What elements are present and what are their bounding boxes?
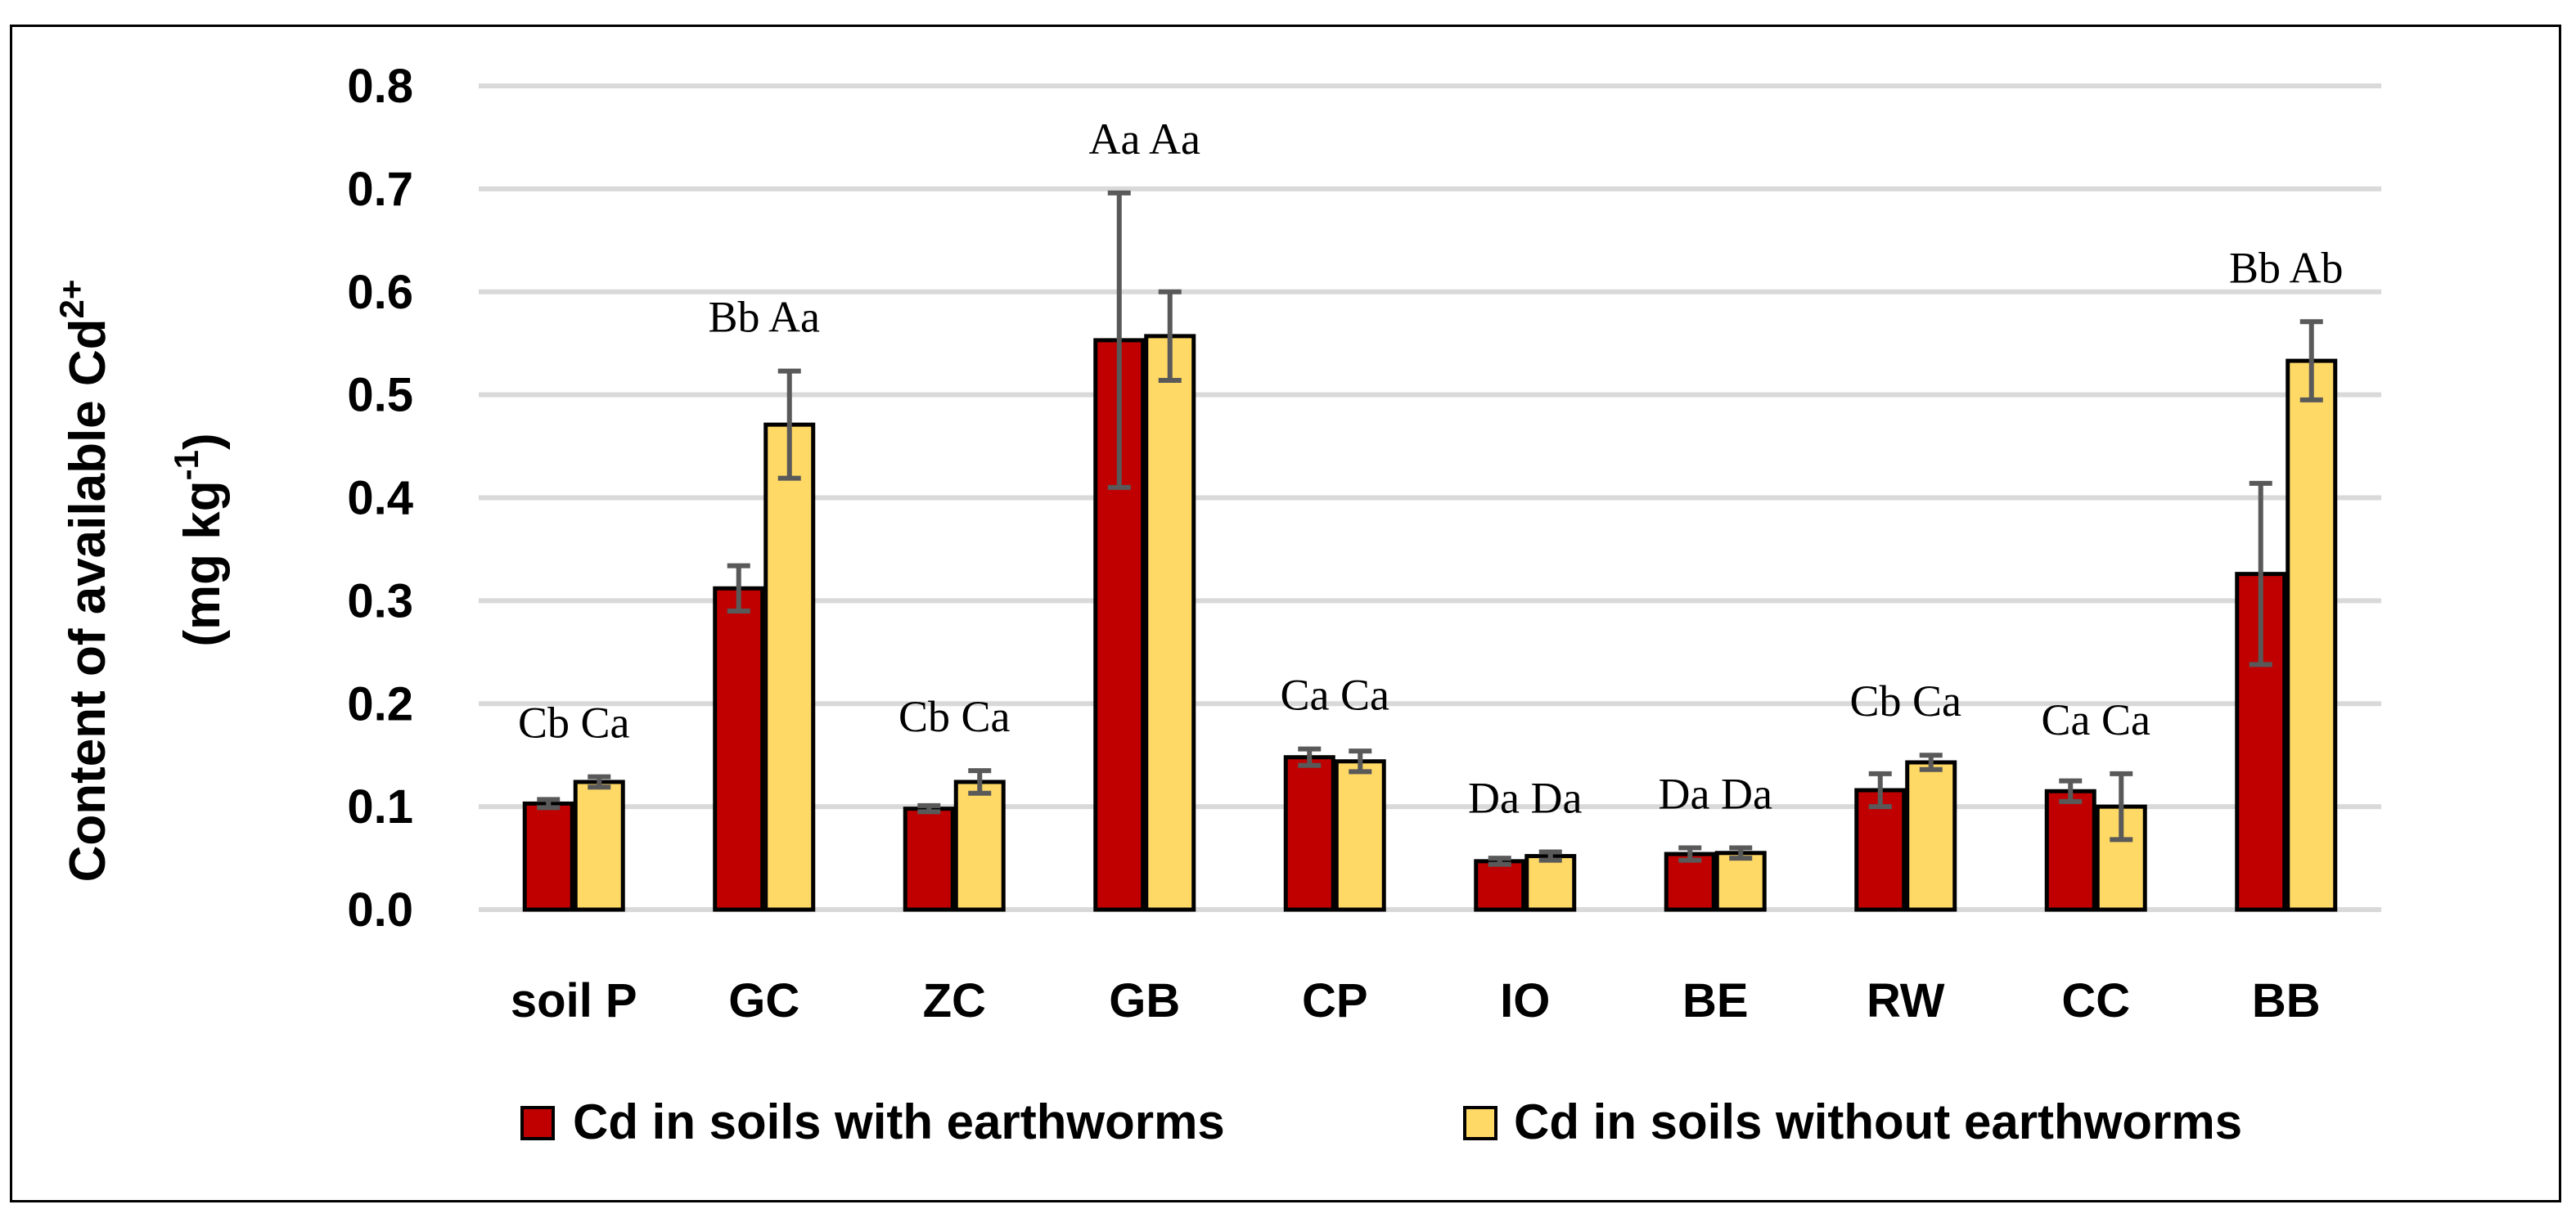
bar-gc-with (713, 586, 765, 912)
category-label: BB (2252, 974, 2321, 1027)
y-tick-label: 0.0 (347, 883, 413, 937)
category-label: IO (1500, 974, 1550, 1027)
error-bar (777, 368, 801, 481)
significance-annotations: Cb Ca Bb Aa Cb Ca Aa Aa Ca Ca Da Da Da Da Cb Ca… (518, 115, 2344, 823)
chart-frame (10, 25, 2561, 1202)
error-bar (1107, 190, 1131, 490)
y-axis-label-line2: (mg kg-1) (167, 433, 231, 646)
y-axis-ticks: 0.0 0.1 0.2 0.3 0.4 0.5 0.6 0.7 0.8 (347, 60, 413, 937)
legend-label-with-earthworms: Cd in soils with earthworms (573, 1094, 1225, 1149)
legend-label-without-earthworms: Cd in soils without earthworms (1514, 1094, 2242, 1149)
y-tick-label: 0.8 (347, 60, 413, 113)
bar-gb-without (1144, 334, 1196, 912)
bar-io-without (1524, 854, 1577, 912)
legend-swatch-with-earthworms (520, 1106, 555, 1140)
y-tick-label: 0.2 (347, 677, 413, 730)
bar-zc-without (953, 780, 1006, 912)
bar-io-with (1474, 859, 1526, 912)
bars (522, 334, 2338, 912)
error-bars (537, 190, 2323, 867)
bar-soil-p-without (573, 780, 625, 912)
y-tick-label: 0.3 (347, 574, 413, 627)
error-bar (1729, 845, 1753, 861)
annotation-gc: Bb Aa (708, 293, 820, 342)
error-bar (1158, 289, 1182, 384)
category-label: CP (1302, 974, 1368, 1027)
annotation-be: Da Da (1659, 769, 1772, 818)
bar-zc-with (903, 807, 955, 912)
bar-cc-with (2044, 789, 2096, 912)
bar-bb-without (2286, 358, 2338, 912)
bar-gc-without (763, 422, 816, 912)
bar-be-without (1714, 851, 1767, 912)
category-label: soil P (511, 974, 637, 1027)
bar-bb-with (2235, 572, 2287, 912)
annotation-cp: Ca Ca (1281, 671, 1390, 720)
bar-rw-without (1905, 760, 1957, 912)
category-label: ZC (923, 974, 986, 1027)
annotation-rw: Cb Ca (1849, 676, 1961, 726)
annotation-cc: Ca Ca (2042, 695, 2151, 744)
category-label: BE (1682, 974, 1749, 1027)
category-label: GC (728, 974, 799, 1027)
bar-cp-without (1334, 759, 1386, 912)
bar-soil-p-with (522, 801, 574, 912)
y-axis-label: Content of available Cd2+ (mg kg-1) (52, 280, 231, 883)
category-label: RW (1867, 974, 1945, 1027)
error-bar (1678, 845, 1702, 863)
x-axis-categories: soil P GC ZC GB CP IO BE RW CC BB (511, 974, 2321, 1027)
error-bar (727, 563, 750, 614)
category-label: CC (2061, 974, 2130, 1027)
error-bar (968, 768, 992, 796)
annotation-soil-p: Cb Ca (518, 699, 630, 748)
error-bar (1488, 856, 1511, 867)
error-bar (2110, 771, 2133, 843)
legend: Cd in soils with earthworms Cd in soils … (520, 1094, 2242, 1149)
error-bar (1298, 746, 1322, 768)
y-tick-label: 0.7 (347, 163, 413, 216)
error-bar (1349, 748, 1372, 775)
y-tick-label: 0.1 (347, 780, 413, 834)
legend-swatch-without-earthworms (1463, 1106, 1497, 1140)
error-bar (2249, 480, 2272, 667)
annotation-zc: Cb Ca (898, 692, 1011, 741)
error-bar (2299, 319, 2323, 402)
error-bar (1919, 753, 1943, 772)
y-axis-label-line1: Content of available Cd2+ (52, 280, 116, 883)
annotation-bb: Bb Ab (2229, 243, 2344, 292)
annotation-gb: Aa Aa (1089, 115, 1200, 164)
error-bar (1538, 849, 1562, 863)
y-tick-label: 0.6 (347, 266, 413, 319)
error-bar (917, 802, 941, 815)
error-bar (588, 774, 611, 790)
error-bar (1868, 771, 1892, 810)
error-bar (537, 797, 561, 811)
bar-cp-with (1283, 755, 1335, 912)
bar-rw-with (1854, 788, 1907, 912)
y-tick-label: 0.4 (347, 472, 413, 525)
annotation-io: Da Da (1468, 774, 1582, 823)
y-tick-label: 0.5 (347, 369, 413, 422)
category-label: GB (1109, 974, 1180, 1027)
error-bar (2059, 778, 2083, 804)
